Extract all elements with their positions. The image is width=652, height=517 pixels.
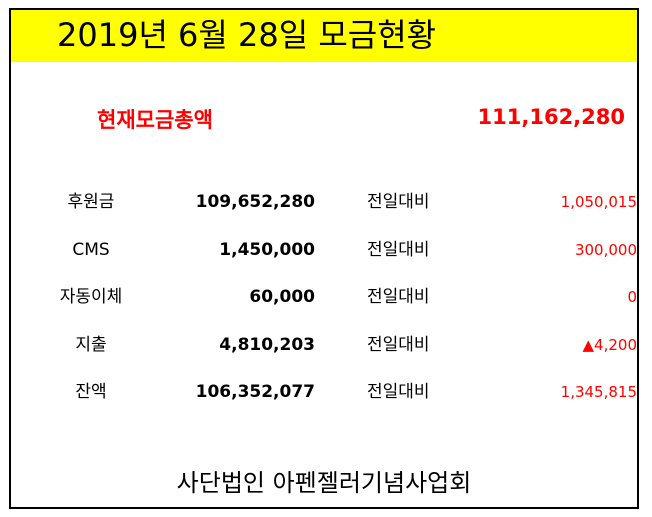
row-donations: 후원금 109,652,280 전일대비 1,050,015 <box>11 187 637 217</box>
row-label: CMS <box>72 240 110 260</box>
row-auto-transfer: 자동이체 60,000 전일대비 0 <box>11 282 637 312</box>
row-compare-label: 전일대비 <box>367 382 430 402</box>
row-value: 60,000 <box>249 287 315 307</box>
row-expenditure: 지출 4,810,203 전일대비 ▲4,200 <box>11 330 637 360</box>
total-amount-value: 111,162,280 <box>477 105 625 129</box>
row-label: 자동이체 <box>59 287 123 307</box>
row-change: 0 <box>627 282 637 312</box>
row-change: 300,000 <box>575 235 637 265</box>
row-change-value: 4,200 <box>594 336 637 354</box>
row-cms: CMS 1,450,000 전일대비 300,000 <box>11 235 637 265</box>
row-label: 잔액 <box>75 382 107 402</box>
row-change-value: 300,000 <box>574 241 637 259</box>
report-frame: 2019년 6월 28일 모금현황 현재모금총액 111,162,280 후원금… <box>9 8 639 509</box>
row-compare-label: 전일대비 <box>367 240 430 260</box>
total-amount-label: 현재모금총액 <box>97 108 213 132</box>
row-balance: 잔액 106,352,077 전일대비 1,345,815 <box>11 377 637 407</box>
row-change-value: 1,345,815 <box>560 383 637 401</box>
row-value: 109,652,280 <box>195 192 315 212</box>
organization-name: 사단법인 아펜젤러기념사업회 <box>176 469 472 497</box>
up-triangle-icon: ▲ <box>582 336 595 354</box>
header-band: 2019년 6월 28일 모금현황 <box>11 10 637 62</box>
row-value: 106,352,077 <box>195 382 315 402</box>
row-change: 1,050,015 <box>561 187 637 217</box>
row-label: 후원금 <box>67 192 115 212</box>
row-compare-label: 전일대비 <box>367 287 430 307</box>
row-compare-label: 전일대비 <box>367 335 430 355</box>
row-change-value: 1,050,015 <box>560 193 637 211</box>
row-change: ▲4,200 <box>583 330 638 360</box>
row-change: 1,345,815 <box>561 377 637 407</box>
row-value: 4,810,203 <box>219 335 315 355</box>
page-title: 2019년 6월 28일 모금현황 <box>57 16 437 54</box>
row-compare-label: 전일대비 <box>367 192 430 212</box>
row-value: 1,450,000 <box>219 240 315 260</box>
row-label: 지출 <box>75 335 107 355</box>
row-change-value: 0 <box>627 288 637 306</box>
